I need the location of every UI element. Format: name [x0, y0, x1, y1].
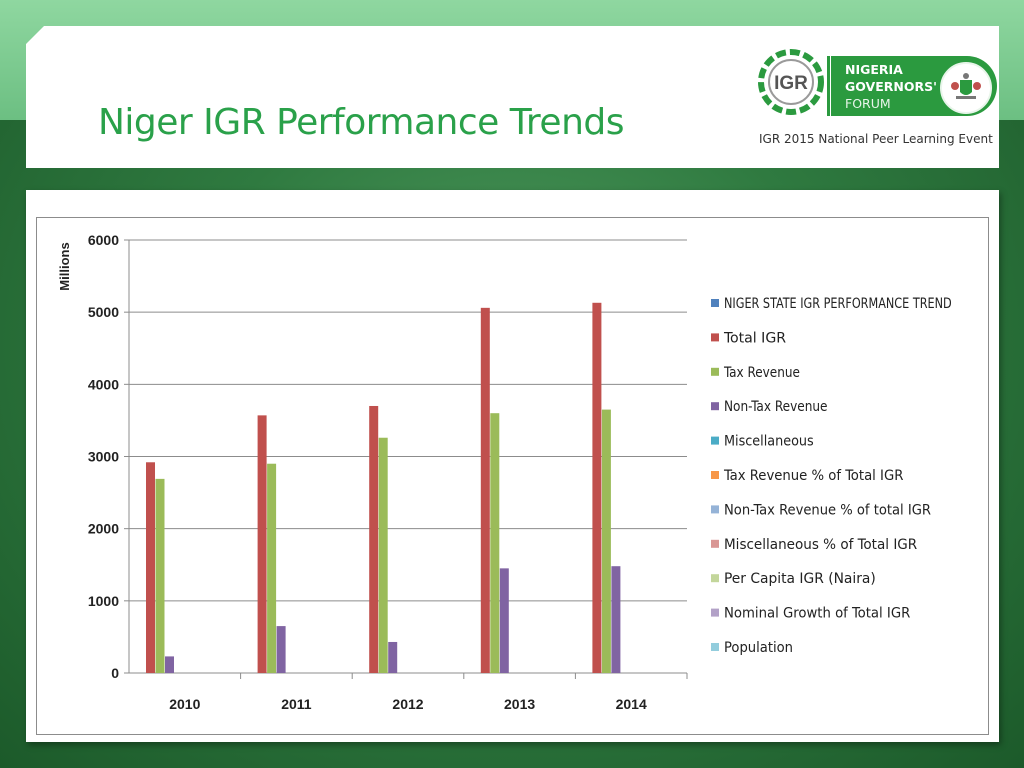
y-tick-label: 0: [111, 665, 119, 681]
x-tick-label: 2013: [504, 696, 535, 712]
ngf-logo: NIGERIA GOVERNORS' FORUM: [827, 56, 997, 116]
legend-swatch: [711, 643, 719, 651]
page-title: Niger IGR Performance Trends: [98, 102, 625, 143]
igr-logo-icon: IGR: [758, 49, 824, 115]
legend-swatch: [711, 471, 719, 479]
legend-label: NIGER STATE IGR PERFORMANCE TREND: [724, 296, 952, 312]
bar-tax-revenue: [601, 409, 611, 673]
legend-swatch: [711, 436, 719, 445]
bar-non-tax-revenue: [611, 566, 621, 673]
legend-label: Non-Tax Revenue: [724, 399, 828, 415]
bar-tax-revenue: [155, 478, 165, 673]
x-tick-label: 2011: [281, 696, 312, 712]
y-tick-label: 4000: [88, 376, 119, 392]
bar-total-igr: [592, 302, 602, 673]
legend-swatch: [711, 333, 719, 342]
x-tick-label: 2010: [169, 696, 200, 712]
bar-total-igr: [146, 462, 155, 673]
ngf-line-3: FORUM: [845, 96, 891, 111]
igr-logo-text: IGR: [774, 73, 808, 94]
header-card: Niger IGR Performance Trends IGR NIGERIA…: [26, 26, 999, 168]
bar-tax-revenue: [267, 463, 277, 673]
legend-swatch: [711, 367, 719, 376]
y-tick-label: 5000: [88, 304, 119, 320]
chart-frame: 0 1000 2000 3000 4000 5000 6000 Millions 2010 201…: [36, 217, 989, 735]
legend-label: Miscellaneous % of Total IGR: [724, 537, 917, 553]
legend-label: Non-Tax Revenue % of total IGR: [724, 502, 931, 518]
legend-label: Tax Revenue % of Total IGR: [723, 468, 903, 484]
legend-swatch: [711, 608, 719, 617]
bar-chart: 0 1000 2000 3000 4000 5000 6000 Millions 2010 201…: [57, 232, 952, 712]
legend-swatch: [711, 505, 719, 514]
bar-tax-revenue: [378, 437, 388, 673]
legend-label: Miscellaneous: [724, 434, 814, 450]
bar-non-tax-revenue: [276, 626, 286, 673]
ngf-line-2: GOVERNORS': [845, 79, 937, 94]
legend-label: Population: [724, 640, 793, 656]
bar-non-tax-revenue: [499, 568, 509, 673]
bar-tax-revenue: [490, 413, 500, 673]
y-axis-label: Millions: [57, 242, 72, 290]
y-tick-label: 3000: [88, 449, 119, 465]
coat-of-arms-graphic: [951, 73, 981, 99]
ngf-line-1: NIGERIA: [845, 62, 903, 77]
legend-swatch: [711, 402, 719, 411]
legend-label: Nominal Growth of Total IGR: [724, 606, 910, 622]
y-tick-label: 6000: [88, 232, 119, 248]
y-tick-label: 2000: [88, 521, 119, 537]
bar-non-tax-revenue: [388, 641, 398, 673]
legend-label: Per Capita IGR (Naira): [724, 571, 876, 587]
bar-total-igr: [257, 415, 267, 673]
x-tick-label: 2012: [392, 696, 423, 712]
bar-total-igr: [369, 405, 379, 673]
event-caption: IGR 2015 National Peer Learning Event: [759, 132, 993, 146]
ngf-divider: [827, 56, 830, 116]
legend-label: Total IGR: [723, 330, 786, 346]
coat-of-arms-icon: [940, 62, 992, 114]
bar-total-igr: [480, 307, 490, 673]
chart-card: 0 1000 2000 3000 4000 5000 6000 Millions 2010 201…: [26, 190, 999, 742]
x-tick-label: 2014: [616, 696, 647, 712]
legend-label: Tax Revenue: [723, 365, 800, 381]
bar-non-tax-revenue: [165, 656, 174, 673]
legend-swatch: [711, 539, 719, 548]
legend-swatch: [711, 299, 719, 307]
y-tick-label: 1000: [88, 593, 119, 609]
legend-swatch: [711, 574, 719, 583]
